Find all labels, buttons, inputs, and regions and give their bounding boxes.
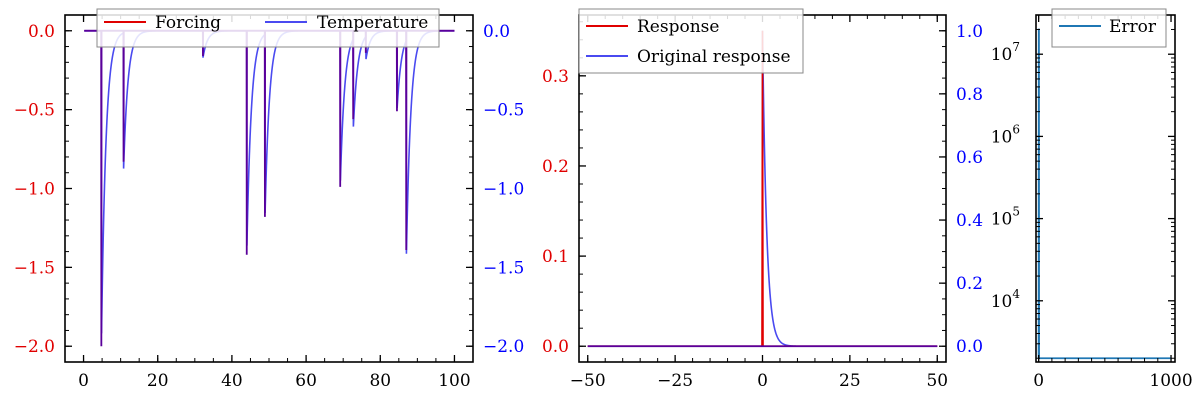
y-tick-label-right: 0.0: [483, 22, 510, 42]
y-tick-label-left: −1.5: [14, 258, 55, 278]
y-tick-label-right: 0.0: [956, 337, 983, 357]
y-tick-label-left: 106: [991, 122, 1020, 147]
x-tick-label: 1000: [1149, 371, 1192, 391]
y-tick-label-left: 0.0: [28, 22, 55, 42]
x-tick-label: −25: [657, 371, 693, 391]
temperature-line: [84, 29, 455, 334]
y-tick-label-right: 0.6: [956, 148, 983, 168]
y-tick-label-left: 104: [991, 287, 1021, 312]
x-tick-label: 20: [147, 371, 169, 391]
x-tick-label: 50: [926, 371, 948, 391]
y-tick-label-right: 0.4: [956, 211, 983, 231]
y-tick-label-left: −2.0: [14, 337, 55, 357]
y-tick-label-right: 1.0: [956, 22, 983, 42]
legend-label-original-response: Original response: [637, 47, 791, 67]
y-tick-label-right: −1.0: [483, 180, 524, 200]
y-tick-label-left: 0.2: [542, 157, 569, 177]
y-tick-label-right: −2.0: [483, 337, 524, 357]
x-tick-label: 25: [839, 371, 861, 391]
y-tick-label-right: −1.5: [483, 258, 524, 278]
legend-box: [578, 8, 804, 74]
y-tick-label-left: 0.0: [542, 337, 569, 357]
x-tick-label: 100: [438, 371, 470, 391]
y-tick-label-left: −0.5: [14, 101, 55, 121]
legend-label-response: Response: [637, 17, 719, 37]
y-tick-label-base: 10: [991, 127, 1013, 147]
x-tick-label: 80: [369, 371, 391, 391]
legend-box: [1051, 8, 1167, 48]
legend-box: [96, 8, 440, 48]
y-tick-label-right: 0.2: [956, 274, 983, 294]
x-tick-label: −50: [570, 371, 606, 391]
y-tick-label-right: −0.5: [483, 101, 524, 121]
y-tick-label-base: 10: [991, 45, 1013, 65]
axes-frame-3: [1035, 14, 1176, 363]
error-line: [1037, 28, 1172, 360]
y-tick-label-right: 0.8: [956, 85, 983, 105]
y-tick-label-exponent: 7: [1012, 40, 1020, 54]
y-tick-label-base: 10: [991, 210, 1013, 230]
y-tick-label-left: 107: [991, 40, 1020, 65]
y-tick-label-exponent: 6: [1012, 122, 1020, 136]
x-tick-label: 0: [78, 371, 89, 391]
x-tick-label: 0: [1033, 371, 1044, 391]
response-line: [587, 30, 938, 348]
legend-label-error: Error: [1109, 17, 1157, 37]
y-tick-label-left: −1.0: [14, 180, 55, 200]
x-tick-label: 40: [221, 371, 243, 391]
axes-frame-1: [64, 14, 474, 363]
y-tick-label-base: 10: [991, 292, 1013, 312]
legend-label-forcing: Forcing: [155, 13, 221, 33]
x-tick-label: 0: [757, 371, 768, 391]
y-tick-label-left: 0.3: [542, 67, 569, 87]
y-tick-label-left: 105: [991, 205, 1020, 230]
x-tick-label: 60: [295, 371, 317, 391]
y-tick-label-left: 0.1: [542, 247, 569, 267]
y-tick-label-exponent: 5: [1012, 205, 1020, 219]
legend-label-temperature: Temperature: [317, 13, 428, 33]
y-tick-label-exponent: 4: [1012, 287, 1020, 301]
